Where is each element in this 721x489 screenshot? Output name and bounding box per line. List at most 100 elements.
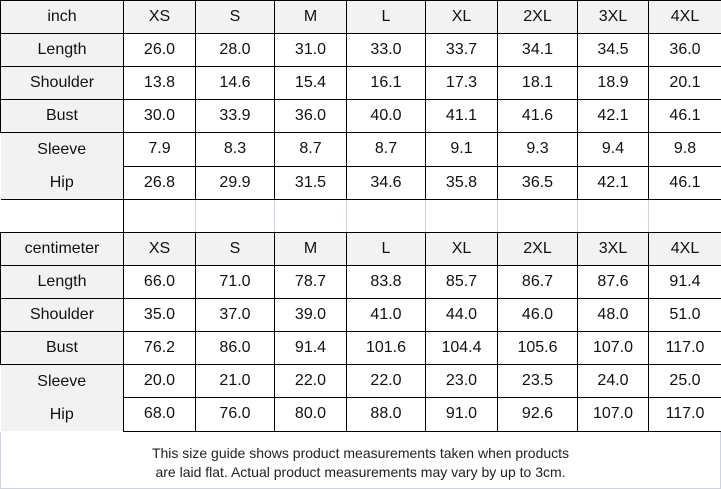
measurement-cell: 23.0 [426, 365, 498, 398]
measurement-cell: 31.5 [275, 166, 347, 200]
empty-cell [498, 200, 578, 233]
measurement-cell: 26.8 [124, 166, 196, 200]
measurement-cell: 36.0 [275, 100, 347, 133]
measurement-cell: 41.6 [498, 100, 578, 133]
measurement-cell: 18.1 [498, 67, 578, 100]
measurement-cell: 86.0 [196, 332, 275, 365]
measurement-cell: 117.0 [649, 398, 721, 431]
measurement-cell: 107.0 [578, 332, 649, 365]
row-label: Bust [1, 332, 124, 365]
measurement-cell: 78.7 [275, 266, 347, 299]
empty-cell [1, 200, 124, 233]
measurement-cell: 80.0 [275, 398, 347, 431]
measurement-cell: 41.0 [347, 299, 426, 332]
measurement-cell: 33.0 [347, 34, 426, 67]
size-header-3XL: 3XL [578, 233, 649, 266]
measurement-cell: 42.1 [578, 166, 649, 200]
measurement-cell: 15.4 [275, 67, 347, 100]
empty-cell [649, 200, 721, 233]
spacer-row [1, 200, 721, 233]
measurement-cell: 36.0 [649, 34, 721, 67]
measurement-cell: 105.6 [498, 332, 578, 365]
empty-cell [578, 200, 649, 233]
measurement-cell: 35.0 [124, 299, 196, 332]
measurement-cell: 87.6 [578, 266, 649, 299]
measurement-cell: 51.0 [649, 299, 721, 332]
measurement-cell: 86.7 [498, 266, 578, 299]
measurement-cell: 35.8 [426, 166, 498, 200]
row-label: Length [1, 34, 124, 67]
empty-cell [124, 200, 196, 233]
size-header-XS: XS [124, 1, 196, 34]
measurement-cell: 30.0 [124, 100, 196, 133]
size-header-S: S [196, 233, 275, 266]
measurement-cell: 20.0 [124, 365, 196, 398]
unit-label: inch [1, 1, 124, 34]
size-header-L: L [347, 233, 426, 266]
measurement-cell: 91.4 [649, 266, 721, 299]
measurement-cell: 26.0 [124, 34, 196, 67]
measurement-cell: 33.7 [426, 34, 498, 67]
measurement-cell: 22.0 [275, 365, 347, 398]
measurement-cell: 24.0 [578, 365, 649, 398]
measurement-cell: 66.0 [124, 266, 196, 299]
size-header-XL: XL [426, 233, 498, 266]
measurement-cell: 9.1 [426, 133, 498, 167]
measurement-cell: 9.8 [649, 133, 721, 167]
empty-cell [426, 200, 498, 233]
row-label: Hip [1, 166, 124, 199]
note-line-2: are laid flat. Actual product measuremen… [1, 463, 720, 482]
measurement-cell: 9.4 [578, 133, 649, 167]
row-label: Shoulder [1, 299, 124, 332]
size-header-4XL: 4XL [649, 1, 721, 34]
measurement-cell: 92.6 [498, 398, 578, 431]
measurement-cell: 41.1 [426, 100, 498, 133]
measurement-cell: 76.2 [124, 332, 196, 365]
measurement-cell: 71.0 [196, 266, 275, 299]
measurement-cell: 42.1 [578, 100, 649, 133]
measurement-cell: 88.0 [347, 398, 426, 431]
measurement-cell: 104.4 [426, 332, 498, 365]
measurement-cell: 25.0 [649, 365, 721, 398]
empty-cell [275, 200, 347, 233]
measurement-cell: 34.5 [578, 34, 649, 67]
measurement-cell: 46.1 [649, 100, 721, 133]
unit-label: centimeter [1, 233, 124, 266]
measurement-cell: 21.0 [196, 365, 275, 398]
size-header-4XL: 4XL [649, 233, 721, 266]
size-header-M: M [275, 233, 347, 266]
measurement-cell: 37.0 [196, 299, 275, 332]
measurement-cell: 14.6 [196, 67, 275, 100]
measurement-cell: 83.8 [347, 266, 426, 299]
size-header-3XL: 3XL [578, 1, 649, 34]
measurement-cell: 91.0 [426, 398, 498, 431]
row-label: Shoulder [1, 67, 124, 100]
measurement-cell: 44.0 [426, 299, 498, 332]
measurement-cell: 17.3 [426, 67, 498, 100]
measurement-cell: 34.1 [498, 34, 578, 67]
measurement-cell: 16.1 [347, 67, 426, 100]
row-label: Length [1, 266, 124, 299]
size-header-L: L [347, 1, 426, 34]
measurement-cell: 39.0 [275, 299, 347, 332]
measurement-cell: 28.0 [196, 34, 275, 67]
measurement-cell: 29.9 [196, 166, 275, 200]
row-label: Sleeve [1, 133, 124, 166]
measurement-cell: 20.1 [649, 67, 721, 100]
measurement-cell: 13.8 [124, 67, 196, 100]
measurement-cell: 8.7 [275, 133, 347, 167]
measurement-cell: 101.6 [347, 332, 426, 365]
note-line-1: This size guide shows product measuremen… [1, 444, 720, 463]
